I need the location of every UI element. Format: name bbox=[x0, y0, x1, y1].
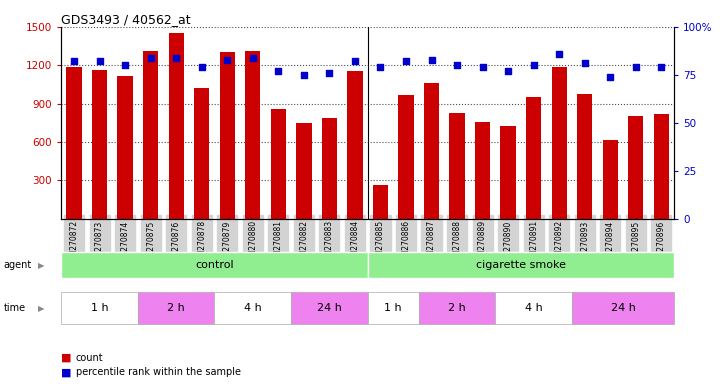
Text: control: control bbox=[195, 260, 234, 270]
Point bbox=[477, 64, 488, 70]
Bar bbox=[398, 95, 414, 219]
Bar bbox=[61, 252, 368, 278]
Bar bbox=[215, 292, 291, 324]
Point bbox=[503, 68, 514, 74]
Point bbox=[298, 72, 309, 78]
Point bbox=[247, 55, 259, 61]
Text: count: count bbox=[76, 353, 103, 363]
Bar bbox=[475, 122, 490, 219]
Bar bbox=[296, 123, 311, 219]
Bar bbox=[143, 51, 159, 219]
Point bbox=[554, 51, 565, 57]
Point bbox=[604, 74, 616, 80]
Bar bbox=[368, 252, 674, 278]
Text: cigarette smoke: cigarette smoke bbox=[476, 260, 566, 270]
Point bbox=[68, 58, 80, 65]
Text: ■: ■ bbox=[61, 353, 72, 363]
Point bbox=[170, 55, 182, 61]
Text: ▶: ▶ bbox=[37, 304, 44, 313]
Text: 1 h: 1 h bbox=[384, 303, 402, 313]
Text: 24 h: 24 h bbox=[611, 303, 635, 313]
Bar bbox=[61, 292, 138, 324]
Bar bbox=[628, 116, 644, 219]
Bar bbox=[245, 51, 260, 219]
Bar bbox=[138, 292, 215, 324]
Point bbox=[273, 68, 284, 74]
Bar bbox=[270, 109, 286, 219]
Point bbox=[349, 58, 360, 65]
Bar bbox=[194, 88, 209, 219]
Bar bbox=[654, 114, 669, 219]
Bar bbox=[424, 83, 439, 219]
Text: 2 h: 2 h bbox=[448, 303, 466, 313]
Bar bbox=[572, 292, 674, 324]
Bar bbox=[500, 126, 516, 219]
Bar bbox=[322, 118, 337, 219]
Bar bbox=[291, 292, 368, 324]
Point bbox=[120, 62, 131, 68]
Point bbox=[451, 62, 463, 68]
Text: percentile rank within the sample: percentile rank within the sample bbox=[76, 367, 241, 377]
Text: 1 h: 1 h bbox=[91, 303, 108, 313]
Point bbox=[196, 64, 208, 70]
Text: 2 h: 2 h bbox=[167, 303, 185, 313]
Point bbox=[426, 56, 438, 63]
Point bbox=[324, 70, 335, 76]
Text: ▶: ▶ bbox=[37, 261, 44, 270]
Text: ■: ■ bbox=[61, 367, 72, 377]
Bar bbox=[603, 140, 618, 219]
Text: agent: agent bbox=[4, 260, 32, 270]
Bar bbox=[169, 33, 184, 219]
Point bbox=[528, 62, 539, 68]
Bar bbox=[373, 185, 388, 219]
Bar bbox=[220, 53, 235, 219]
Bar bbox=[526, 97, 541, 219]
Text: 4 h: 4 h bbox=[525, 303, 543, 313]
Point bbox=[655, 64, 667, 70]
Text: 24 h: 24 h bbox=[317, 303, 342, 313]
Bar bbox=[495, 292, 572, 324]
Point bbox=[630, 64, 642, 70]
Point bbox=[579, 60, 590, 66]
Point bbox=[221, 56, 233, 63]
Text: time: time bbox=[4, 303, 26, 313]
Point bbox=[145, 55, 156, 61]
Bar bbox=[368, 292, 419, 324]
Point bbox=[375, 64, 386, 70]
Bar bbox=[552, 66, 567, 219]
Bar bbox=[419, 292, 495, 324]
Text: 4 h: 4 h bbox=[244, 303, 262, 313]
Point bbox=[94, 58, 105, 65]
Bar bbox=[449, 113, 465, 219]
Bar bbox=[348, 71, 363, 219]
Bar bbox=[92, 70, 107, 219]
Point bbox=[400, 58, 412, 65]
Bar bbox=[66, 66, 81, 219]
Bar bbox=[118, 76, 133, 219]
Text: GDS3493 / 40562_at: GDS3493 / 40562_at bbox=[61, 13, 191, 26]
Bar bbox=[577, 94, 593, 219]
